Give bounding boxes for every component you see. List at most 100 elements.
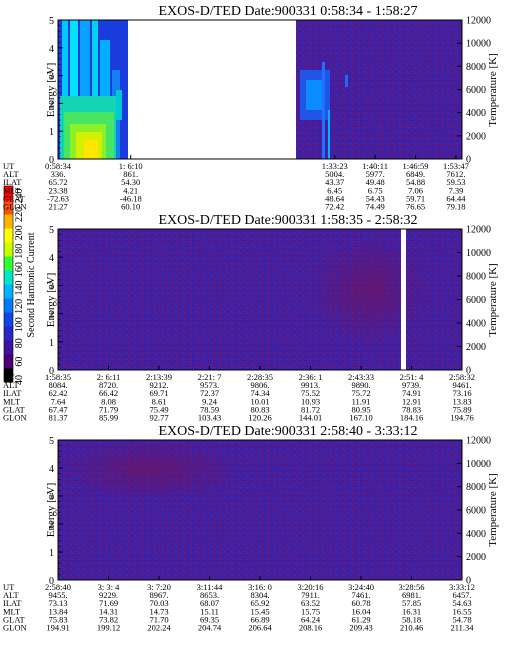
panel-1-cell: 0:58:34 <box>45 161 72 171</box>
panel-3-ytick-label-4: 4 <box>49 464 54 475</box>
panel-2-cell: 11.91 <box>352 396 371 406</box>
panel-1-cell: 6.45 <box>327 185 342 195</box>
panel-3-cell: 3:20:16 <box>298 582 324 592</box>
panel-3-cell: 8304. <box>250 590 269 600</box>
panel-2-cell: 78.83 <box>402 404 421 414</box>
panel-2-cell: 62.42 <box>48 388 67 398</box>
panel-2-cell: 2:21: 7 <box>198 372 222 382</box>
panel-3-cell: 3:28:56 <box>399 582 425 592</box>
panel-1-cell: 5004. <box>325 169 344 179</box>
panel-1-cell: 7612. <box>446 169 465 179</box>
panel-3-y2tick-label-8000: 8000 <box>466 482 486 493</box>
panel-3-cell: 58.18 <box>402 614 421 624</box>
panel-1-ytick-label-4: 4 <box>49 44 54 55</box>
panel-1-cell: 1:40:11 <box>362 161 388 171</box>
colorbar-swatch <box>4 326 13 341</box>
panel-3-cell: 211.34 <box>450 623 474 633</box>
panel-3-cell: 8967. <box>149 590 168 600</box>
spectrogram-panel-1: EXOS-D/TED Date:900331 0:58:34 - 1:58:27 <box>3 4 499 212</box>
panel-3-row-label-ilat: ILAT <box>3 598 22 608</box>
panel-3-cell: 13.84 <box>48 606 68 616</box>
panel-2-cell: 9461. <box>452 380 471 390</box>
panel-3-cell: 194.91 <box>46 623 69 633</box>
panel-3-cell: 208.16 <box>299 623 322 633</box>
panel-3-row-label-glon: GLON <box>3 623 27 633</box>
panel-1-cell: 5977. <box>366 169 385 179</box>
colorbar-tick-60: 60 <box>14 357 25 367</box>
colorbar-swatch <box>4 340 13 355</box>
panel-2-cell: 75.49 <box>149 404 168 414</box>
panel-3-cell: 16.31 <box>402 606 421 616</box>
panel-2-cell: 2:43:33 <box>348 372 374 382</box>
panel-2-cell: 9890. <box>351 380 370 390</box>
panel-2-cell: 72.37 <box>200 388 219 398</box>
panel-2-cell: 74.91 <box>402 388 421 398</box>
panel-3-cell: 15.11 <box>200 606 219 616</box>
panel-2-y2tick-label-6000: 6000 <box>466 295 486 306</box>
panel-2-cell: 81.72 <box>301 404 320 414</box>
panel-3-cell: 65.92 <box>250 598 269 608</box>
panel-2-cell: 8720. <box>99 380 118 390</box>
panel-2-cell: 144.01 <box>299 413 322 423</box>
panel-1-cell: 54.88 <box>406 177 425 187</box>
panel-1-title: EXOS-D/TED Date:900331 0:58:34 - 1:58:27 <box>159 4 418 19</box>
panel-1-cell: 7.39 <box>449 185 464 195</box>
panel-3-cell: 3: 3: 4 <box>98 582 120 592</box>
panel-2-row-label-glat: GLAT <box>3 404 26 414</box>
panel-2-cell: 12.91 <box>402 396 421 406</box>
panel-1-cell: 79.18 <box>446 202 465 212</box>
panel-1-cell: 64.44 <box>446 193 466 203</box>
panel-1-cell: 43.37 <box>325 177 344 187</box>
panel-1-cell: 6849. <box>406 169 425 179</box>
panel-2-y2label: Temperature [K] <box>487 263 499 336</box>
panel-3-cell: 66.89 <box>250 614 269 624</box>
panel-1-row-label-ilat: ILAT <box>3 177 22 187</box>
panel-2-cell: 9.24 <box>202 396 218 406</box>
panel-3-cell: 15.75 <box>301 606 320 616</box>
panel-1-cell: 49.48 <box>366 177 385 187</box>
panel-3-cell: 9229. <box>99 590 118 600</box>
colorbar-frame <box>3 185 14 383</box>
colorbar: 40 60 80 100 120 140 160 180 200 220 240 <box>3 185 25 385</box>
panel-3-row-label-alt: ALT <box>3 590 20 600</box>
panel-3-cell: 7911. <box>301 590 320 600</box>
panel-2-row-label-ut: UT <box>3 372 15 382</box>
panel-1-ytick-label-0: 0 <box>49 155 54 166</box>
panel-3-cell: 6457. <box>452 590 471 600</box>
panel-2-cell: 67.47 <box>48 404 67 414</box>
panel-1-cell: 72.42 <box>325 202 344 212</box>
panel-3-cell: 3:33:12 <box>449 582 475 592</box>
panel-3-cell: 71.69 <box>99 598 118 608</box>
colorbar-swatch <box>4 256 13 271</box>
panel-3-red-region <box>60 440 240 500</box>
panel-2-cell: 7.64 <box>51 396 67 406</box>
panel-2-cell: 9806. <box>250 380 269 390</box>
panel-1-cell: 6.75 <box>368 185 383 195</box>
panel-3-title: EXOS-D/TED Date:900331 2:58:40 - 3:33:12 <box>159 424 418 439</box>
panel-3-ytick-label-5: 5 <box>49 436 54 447</box>
panel-3-y2tick-label-0: 0 <box>466 576 471 587</box>
colorbar-swatch <box>4 298 13 313</box>
panel-3-cell: 3:24:40 <box>348 582 374 592</box>
panel-3-cell: 60.78 <box>351 598 370 608</box>
panel-3-cell: 75.83 <box>48 614 67 624</box>
panel-1-row-label-ut: UT <box>3 161 15 171</box>
panel-2-cell: 66.42 <box>99 388 118 398</box>
panel-3-cell: 71.70 <box>149 614 168 624</box>
panel-2-data-gap <box>401 229 406 370</box>
panel-1-cell: -46.18 <box>120 193 142 203</box>
panel-2-cell: 8084. <box>48 380 67 390</box>
panel-3-cell: 210.46 <box>400 623 423 633</box>
panel-2-cell: 81.37 <box>48 413 67 423</box>
panel-2-cell: 184.16 <box>400 413 423 423</box>
panel-3-ytick-label-0: 0 <box>49 576 54 587</box>
colorbar-tick-180: 180 <box>14 244 25 259</box>
panel-1-row-label-alt: ALT <box>3 169 20 179</box>
colorbar-swatch <box>4 186 13 201</box>
panel-3-ytick-label-1: 1 <box>49 548 54 559</box>
colorbar-swatch <box>4 214 13 229</box>
panel-2-cell: 9913. <box>301 380 320 390</box>
panel-2-ytick-label-3: 3 <box>49 281 54 292</box>
panel-1-late-spectrum <box>300 62 348 159</box>
